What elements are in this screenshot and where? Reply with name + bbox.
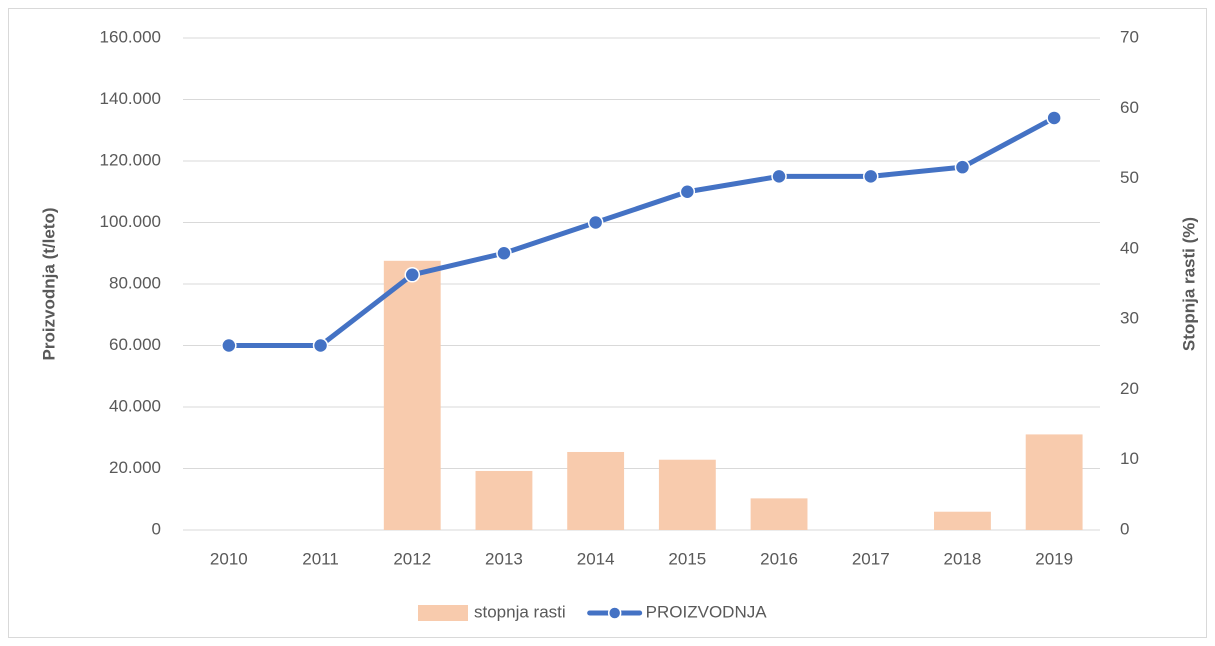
x-tick-label: 2014 (577, 549, 615, 568)
line-marker (221, 337, 237, 354)
line (226, 115, 1057, 348)
x-tick-label: 2010 (210, 549, 248, 568)
line-marker (863, 168, 879, 185)
y-axis-title: Proizvodnja (t/leto) (39, 208, 58, 361)
line-marker (1046, 110, 1062, 126)
y2-tick-label: 10 (1120, 449, 1139, 468)
bar (934, 511, 991, 530)
legend-label: PROIZVODNJA (646, 602, 768, 621)
y-tick-label: 0 (152, 519, 161, 538)
line-marker (771, 168, 787, 185)
bar (475, 470, 533, 530)
y-tick-label: 160.000 (100, 27, 161, 46)
x-tick-label: 2018 (944, 549, 982, 568)
bar (567, 451, 625, 530)
y-tick-label: 40.000 (109, 396, 161, 415)
bar (658, 459, 716, 530)
y-tick-label: 120.000 (100, 150, 161, 169)
line-marker (496, 245, 512, 261)
x-tick-label: 2019 (1035, 549, 1073, 568)
line-marker (404, 267, 420, 283)
legend-swatch (418, 605, 468, 621)
x-tick-label: 2016 (760, 549, 798, 568)
x-tick-label: 2013 (485, 549, 523, 568)
y2-tick-label: 20 (1120, 379, 1139, 398)
x-tick-label: 2017 (852, 549, 890, 568)
y-tick-label: 80.000 (109, 273, 161, 292)
line-marker (954, 159, 971, 175)
y2-tick-label: 0 (1120, 519, 1129, 538)
y-tick-label: 100.000 (100, 212, 161, 231)
line-marker (679, 184, 696, 200)
y-tick-label: 140.000 (100, 89, 161, 108)
x-tick-label: 2015 (668, 549, 706, 568)
bar (383, 260, 441, 530)
line-marker (587, 214, 604, 231)
x-tick-label: 2011 (302, 549, 339, 568)
y2-tick-label: 50 (1120, 168, 1139, 187)
line-marker (312, 337, 329, 354)
x-tick-label: 2012 (393, 549, 431, 568)
y2-tick-label: 60 (1120, 98, 1139, 117)
y-tick-label: 20.000 (109, 458, 161, 477)
y2-tick-label: 70 (1120, 27, 1139, 46)
y-tick-label: 60.000 (109, 335, 161, 354)
y2-tick-label: 40 (1120, 238, 1139, 257)
bar (750, 498, 808, 530)
y2-axis-title: Stopnja rasti (%) (1179, 217, 1198, 351)
legend-marker (607, 606, 622, 620)
legend-label: stopnja rasti (474, 602, 566, 621)
bar (1025, 434, 1083, 530)
chart-border (8, 8, 1207, 638)
y2-tick-label: 30 (1120, 309, 1139, 328)
